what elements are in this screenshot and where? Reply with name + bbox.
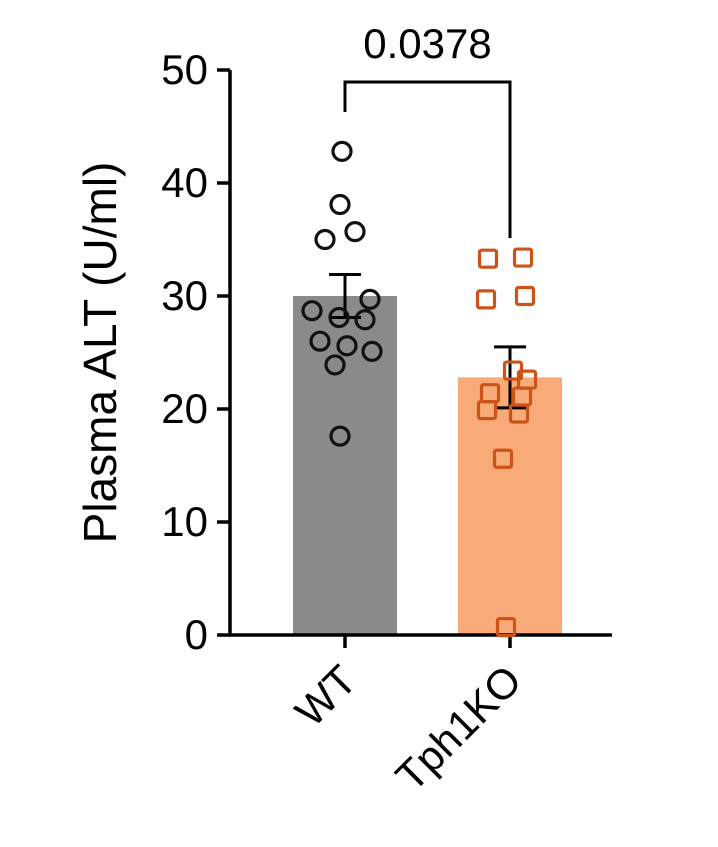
data-point-wt (309, 330, 331, 352)
y-tick-label: 20 (161, 385, 208, 432)
y-tick-label: 30 (161, 272, 208, 319)
x-category-label-tph1ko: Tph1KO (387, 656, 531, 800)
x-category-label-wt: WT (286, 656, 365, 735)
data-point-wt (354, 309, 376, 331)
data-point-wt (301, 300, 323, 322)
data-point-wt (328, 306, 350, 329)
data-point-tph1ko (476, 400, 498, 421)
y-tick-label: 10 (161, 498, 208, 545)
data-point-wt (329, 193, 351, 216)
data-point-tph1ko (514, 285, 536, 307)
p-value-label: 0.0378 (363, 20, 491, 67)
data-point-wt (361, 340, 383, 362)
data-point-wt (329, 425, 351, 447)
y-tick-label: 40 (161, 159, 208, 206)
y-tick-label: 0 (185, 611, 208, 658)
data-point-tph1ko (492, 448, 514, 469)
data-point-wt (331, 140, 353, 162)
data-point-tph1ko (495, 616, 517, 638)
data-point-tph1ko (512, 247, 534, 268)
data-point-tph1ko (508, 403, 530, 424)
data-point-wt (314, 228, 336, 251)
data-point-tph1ko (475, 289, 497, 310)
data-point-tph1ko (477, 248, 499, 269)
significance-bracket (343, 80, 512, 238)
y-axis-title: Plasma ALT (U/ml) (74, 162, 126, 544)
data-point-wt (344, 220, 366, 243)
data-point-wt (336, 335, 358, 357)
data-point-wt (324, 354, 346, 376)
data-point-wt (359, 288, 381, 310)
y-tick-label: 50 (161, 46, 208, 93)
